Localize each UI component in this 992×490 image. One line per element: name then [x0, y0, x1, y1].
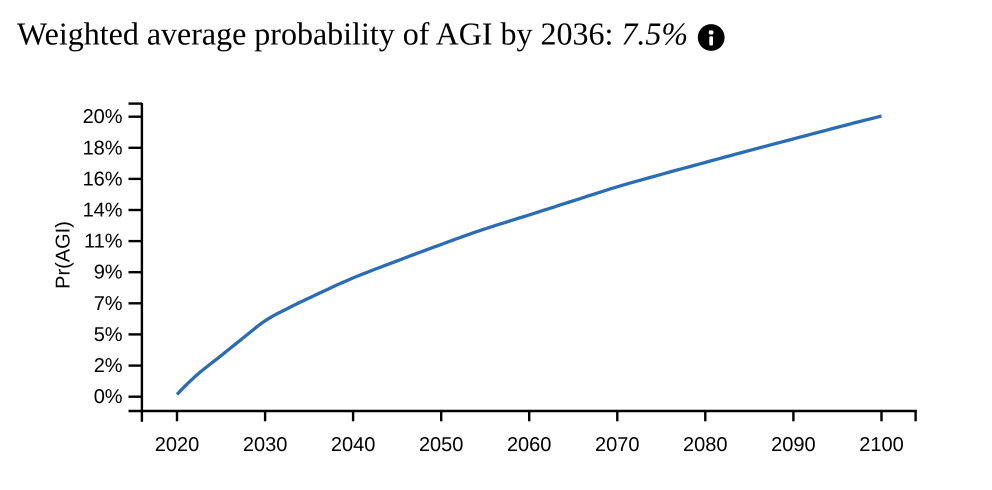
svg-text:2030: 2030: [243, 434, 288, 456]
svg-text:2100: 2100: [859, 434, 904, 456]
svg-text:2060: 2060: [507, 434, 552, 456]
svg-text:2%: 2%: [94, 355, 123, 377]
svg-text:2040: 2040: [331, 434, 376, 456]
svg-text:5%: 5%: [94, 324, 123, 346]
svg-text:2080: 2080: [683, 434, 728, 456]
svg-text:16%: 16%: [83, 168, 123, 190]
svg-text:Pr(AGI): Pr(AGI): [52, 221, 74, 289]
svg-text:0%: 0%: [94, 386, 123, 408]
svg-text:Weighted average probability o: Weighted average probability of AGI by 2…: [17, 16, 688, 52]
svg-text:2020: 2020: [155, 434, 200, 456]
svg-text:11%: 11%: [84, 231, 123, 253]
svg-text:2050: 2050: [419, 434, 464, 456]
svg-text:7%: 7%: [94, 293, 123, 315]
svg-text:14%: 14%: [83, 200, 123, 222]
svg-text:20%: 20%: [83, 106, 123, 128]
svg-text:18%: 18%: [83, 137, 123, 159]
svg-text:2090: 2090: [771, 434, 816, 456]
svg-text:2070: 2070: [595, 434, 640, 456]
svg-text:9%: 9%: [94, 262, 123, 284]
